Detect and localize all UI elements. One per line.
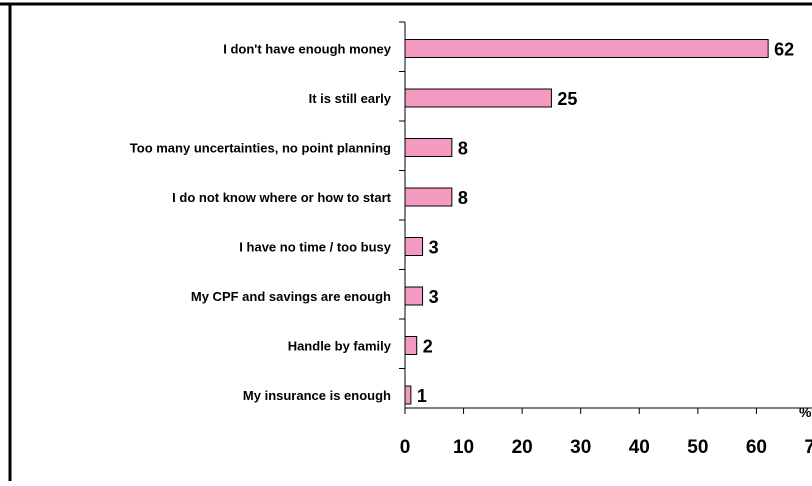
category-label: My CPF and savings are enough (191, 289, 391, 304)
data-label: 3 (429, 238, 439, 258)
category-label: Handle by family (288, 339, 392, 354)
category-label: I have no time / too busy (239, 240, 391, 255)
data-label: 1 (417, 386, 427, 406)
category-label: I do not know where or how to start (172, 190, 392, 205)
category-label: My insurance is enough (243, 388, 391, 403)
category-label: I don't have enough money (223, 42, 392, 57)
bar (404, 385, 412, 405)
category-label: Too many uncertainties, no point plannin… (130, 141, 391, 156)
category-label: It is still early (309, 91, 392, 106)
bar (404, 138, 453, 157)
bar (404, 286, 424, 306)
bar (404, 88, 552, 108)
x-tick-label: 60 (746, 437, 767, 458)
x-tick-label: 10 (453, 437, 474, 458)
unit-label: % (799, 404, 812, 420)
bar (404, 39, 769, 58)
bar (404, 336, 418, 355)
bar (404, 187, 453, 207)
data-label: 8 (458, 188, 468, 208)
data-label: 62 (774, 40, 794, 60)
data-label: 3 (429, 287, 439, 307)
x-tick-label: 40 (629, 437, 650, 458)
data-label: 25 (557, 89, 577, 109)
data-label: 2 (423, 337, 433, 357)
data-label: 8 (458, 139, 468, 159)
x-tick-label: 30 (570, 437, 591, 458)
x-tick-label: 50 (687, 437, 708, 458)
bar (404, 237, 424, 256)
x-tick-label: 0 (400, 437, 411, 458)
x-tick-label: 20 (512, 437, 533, 458)
x-tick-label: 70 (804, 437, 812, 458)
